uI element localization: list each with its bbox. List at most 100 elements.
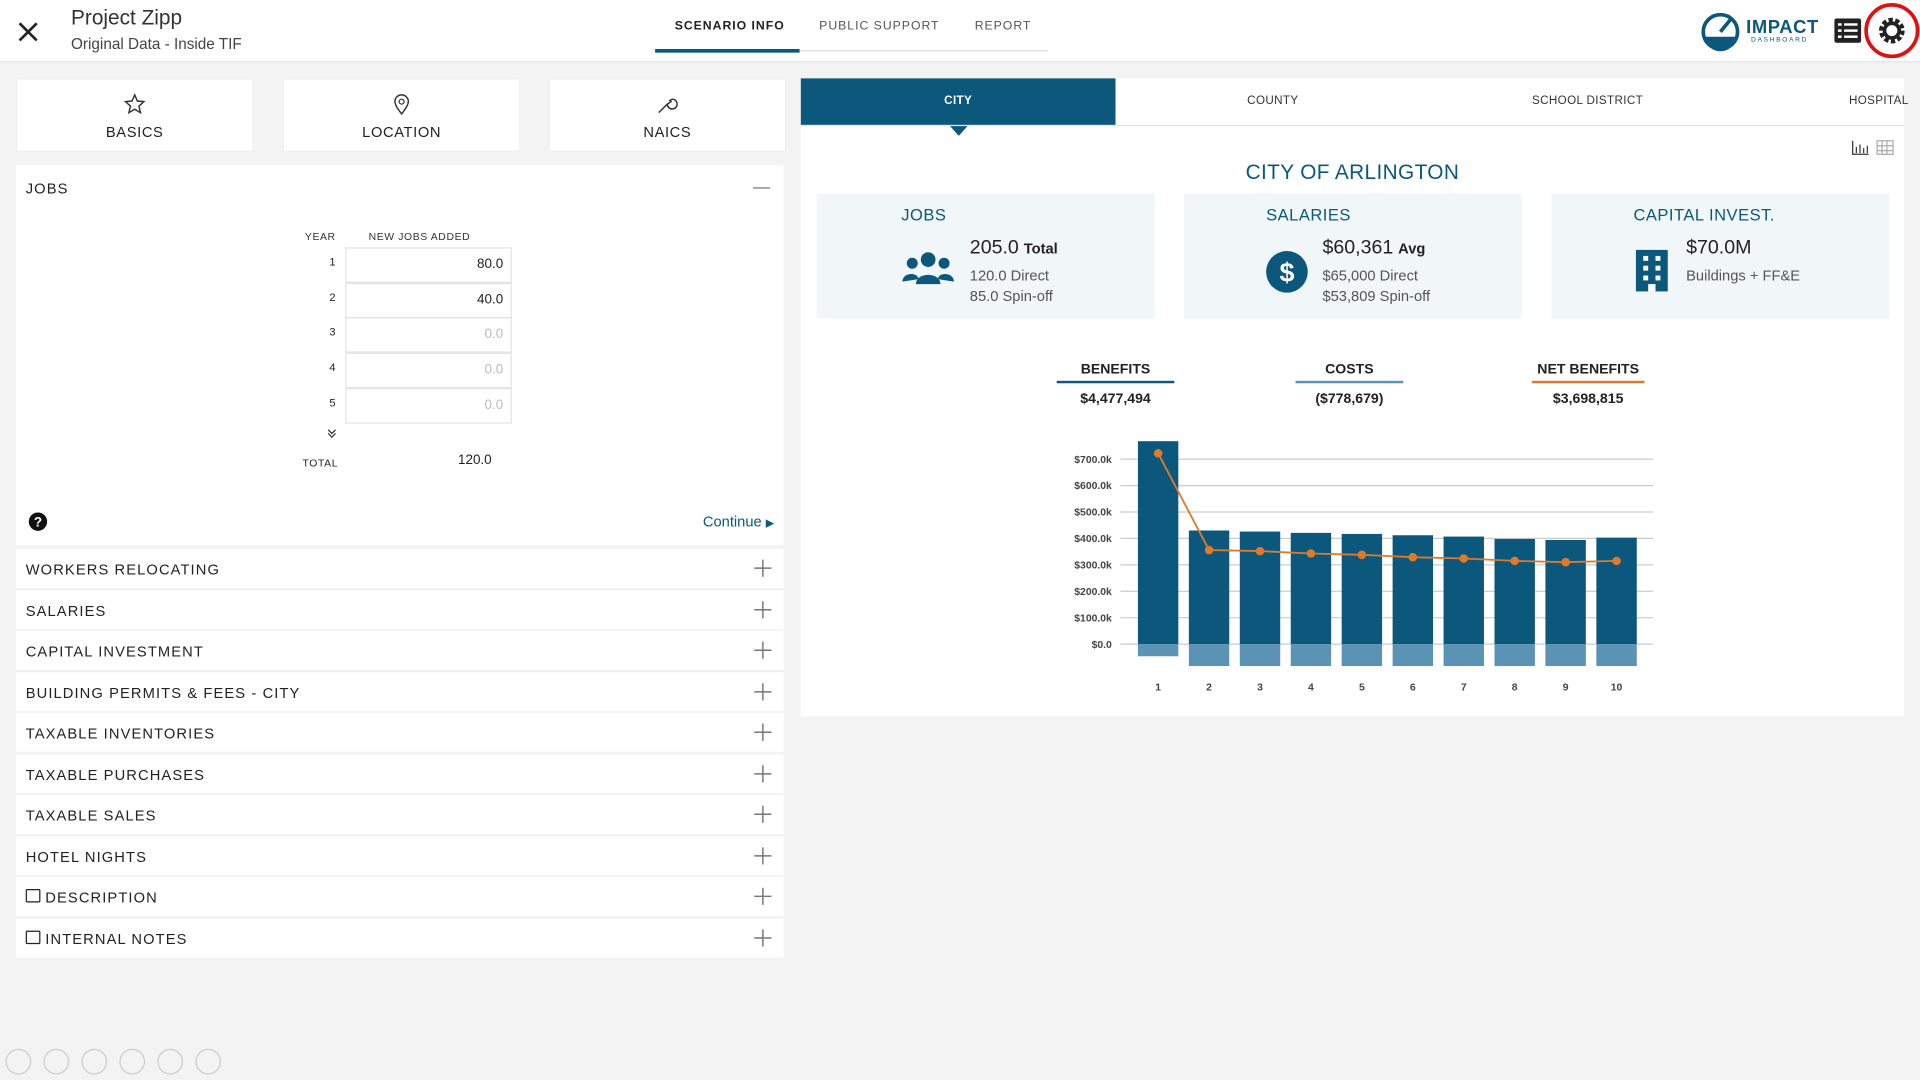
line-point xyxy=(1510,556,1519,566)
total-label: TOTAL xyxy=(302,456,339,469)
naics-card[interactable]: NAICS xyxy=(548,78,787,152)
x-tick-label: 1 xyxy=(1155,683,1161,694)
line-point xyxy=(1204,545,1214,555)
bar xyxy=(1545,540,1586,645)
header-tab[interactable]: SCENARIO INFO xyxy=(674,19,785,34)
kpi-unit: Total xyxy=(1023,240,1058,258)
bar xyxy=(1137,644,1179,657)
expand-plus[interactable] xyxy=(753,846,773,866)
section-row[interactable]: WORKERS RELOCATING xyxy=(15,547,784,588)
expand-plus[interactable] xyxy=(753,763,773,783)
kpi-title: JOBS xyxy=(901,205,947,225)
expand-plus[interactable] xyxy=(753,681,773,701)
view-toggle[interactable] xyxy=(1851,140,1895,157)
column-header: NEW JOBS ADDED xyxy=(368,230,471,243)
jobs-input[interactable]: 0.0 xyxy=(345,352,512,389)
entity-tab[interactable]: HOSPITAL xyxy=(1848,94,1909,108)
section-row[interactable]: TAXABLE SALES xyxy=(15,793,784,834)
line-point xyxy=(1459,554,1469,563)
summary-net: NET BENEFITS $3,698,815 xyxy=(1531,362,1645,407)
plus-shape xyxy=(754,723,772,741)
section-row[interactable]: CAPITAL INVESTMENT xyxy=(15,629,784,670)
x-tick-label: 3 xyxy=(1257,683,1263,694)
section-label: WORKERS RELOCATING xyxy=(26,561,220,578)
entity-tab[interactable]: SCHOOL DISTRICT xyxy=(1532,94,1644,108)
section-row[interactable]: DESCRIPTION xyxy=(15,875,784,916)
section-label: SALARIES xyxy=(26,602,107,619)
x-tick-label: 2 xyxy=(1206,683,1212,694)
expand-icon[interactable] xyxy=(327,429,337,439)
header-tab[interactable]: PUBLIC SUPPORT xyxy=(819,19,940,34)
x-tick-label: 4 xyxy=(1308,683,1314,694)
section-label: DESCRIPTION xyxy=(25,888,158,907)
expand-plus[interactable] xyxy=(753,640,773,660)
continue-link[interactable]: Continue ▶ xyxy=(703,513,774,530)
basics-card[interactable]: BASICS xyxy=(15,78,254,152)
card-label: LOCATION xyxy=(362,123,442,141)
section-row[interactable]: SALARIES xyxy=(15,588,784,629)
expand-plus[interactable] xyxy=(753,928,773,948)
y-tick-label: $300.0k xyxy=(1074,561,1112,572)
section-text: CAPITAL INVESTMENT xyxy=(25,642,204,661)
entity-tab[interactable]: CITY xyxy=(800,78,1116,125)
kpi-main: 205.0 Total xyxy=(970,238,1058,260)
jobs-input[interactable]: 0.0 xyxy=(345,387,512,424)
kpi-line: $53,809 Spin-off xyxy=(1322,287,1431,305)
bottom-toolbar xyxy=(5,1048,222,1075)
kpi-line: 85.0 Spin-off xyxy=(969,287,1053,305)
section-row[interactable]: HOTEL NIGHTS xyxy=(15,834,784,875)
card-label: NAICS xyxy=(643,123,692,141)
bar xyxy=(1443,536,1484,645)
column-header: YEAR xyxy=(304,230,336,243)
plus-shape xyxy=(754,805,772,823)
summary-label: BENEFITS xyxy=(1056,362,1175,384)
header-tab[interactable]: REPORT xyxy=(974,19,1032,34)
expand-plus[interactable] xyxy=(753,722,773,742)
jobs-input[interactable]: 40.0 xyxy=(345,282,512,318)
svg-text:$: $ xyxy=(1279,258,1294,288)
summary-value: $4,477,494 xyxy=(1080,391,1151,407)
section-text: DESCRIPTION xyxy=(45,888,158,907)
section-text: WORKERS RELOCATING xyxy=(25,560,221,578)
section-text: TAXABLE SALES xyxy=(25,806,157,825)
expand-plus[interactable] xyxy=(753,887,773,907)
location-card[interactable]: LOCATION xyxy=(282,78,521,152)
settings-button[interactable] xyxy=(1864,2,1920,59)
x-tick-label: 7 xyxy=(1461,683,1467,694)
close-button[interactable] xyxy=(17,21,39,43)
expand-plus[interactable] xyxy=(753,599,773,619)
expand-plus[interactable] xyxy=(753,804,773,824)
y-tick-label: $0.0 xyxy=(1092,640,1112,651)
star-icon xyxy=(123,93,146,115)
bar xyxy=(1392,535,1434,645)
jobs-input[interactable]: 80.0 xyxy=(345,247,512,283)
continue-text: Continue xyxy=(702,513,762,531)
list-button[interactable] xyxy=(1834,18,1862,43)
bar xyxy=(1494,538,1535,645)
section-text: HOTEL NIGHTS xyxy=(25,847,147,866)
y-tick-label: $400.0k xyxy=(1074,534,1112,545)
x-tick-label: 10 xyxy=(1611,683,1623,694)
building-icon xyxy=(1635,249,1668,292)
section-row[interactable]: INTERNAL NOTES xyxy=(15,916,784,957)
section-label: INTERNAL NOTES xyxy=(25,930,188,947)
plus-shape xyxy=(754,641,772,659)
entity-tab[interactable]: COUNTY xyxy=(1247,94,1299,108)
expand-plus[interactable] xyxy=(753,558,773,578)
section-label: BUILDING PERMITS & FEES - CITY xyxy=(26,684,301,701)
year-label: 3 xyxy=(329,326,336,339)
section-row[interactable]: TAXABLE PURCHASES xyxy=(15,752,784,793)
kpi-card: JOBS 205.0 Total 120.0 Direct 85.0 Spin-o… xyxy=(816,193,1155,319)
collapse-button[interactable] xyxy=(753,187,771,189)
line-point xyxy=(1255,546,1265,556)
y-tick-label: $500.0k xyxy=(1074,508,1112,519)
section-row[interactable]: BUILDING PERMITS & FEES - CITY xyxy=(15,670,784,711)
jobs-input[interactable]: 0.0 xyxy=(345,317,512,354)
bar xyxy=(1188,644,1230,667)
section-row[interactable]: TAXABLE INVENTORIES xyxy=(15,711,784,752)
help-icon[interactable]: ? xyxy=(28,512,48,532)
y-tick-label: $600.0k xyxy=(1074,481,1112,492)
logo-subtext: DASHBOARD xyxy=(1751,36,1809,45)
section-label: HOTEL NIGHTS xyxy=(26,848,147,865)
